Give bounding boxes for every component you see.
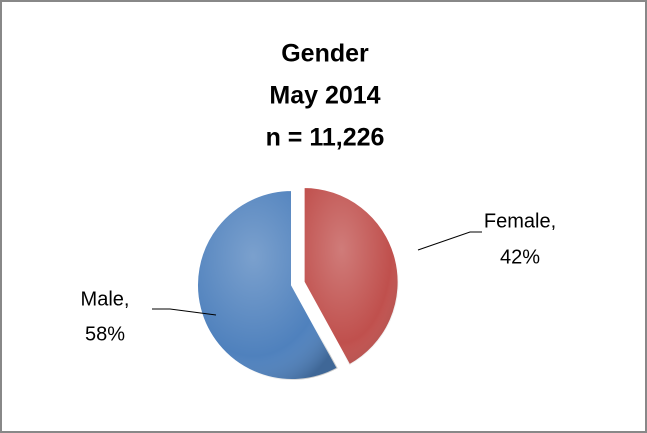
slice-shade	[303, 187, 399, 366]
chart-title: Gender	[281, 40, 369, 68]
data-label: Female,	[484, 210, 556, 232]
leader-line	[417, 231, 482, 251]
data-label: 42%	[500, 246, 540, 268]
leader-line	[152, 308, 217, 316]
data-label: 58%	[85, 323, 125, 345]
data-label: Male,	[81, 288, 130, 310]
chart-title: May 2014	[269, 82, 380, 110]
slice-shade	[197, 190, 338, 380]
chart-title: n = 11,226	[266, 124, 385, 152]
